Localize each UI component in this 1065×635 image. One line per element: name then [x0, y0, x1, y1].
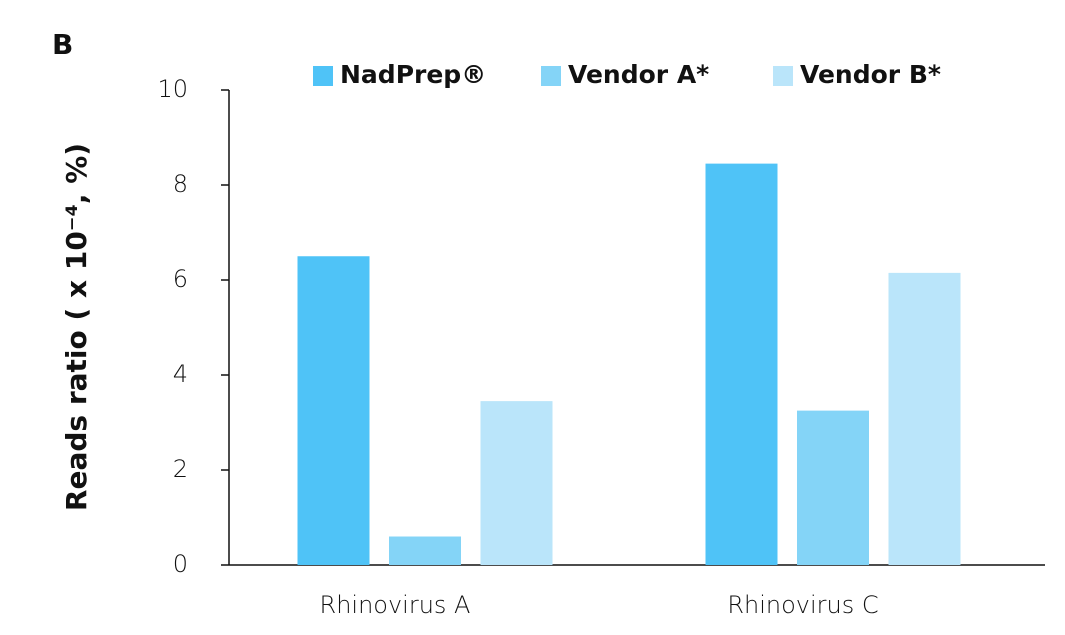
y-tick-label: 8 — [173, 170, 188, 198]
bar — [705, 163, 778, 565]
bar — [797, 410, 869, 565]
y-tick-label: 4 — [173, 360, 188, 388]
legend-swatch — [773, 66, 793, 86]
y-tick-label: 0 — [173, 550, 188, 578]
bar — [888, 272, 961, 565]
x-tick-label: Rhinovirus A — [320, 591, 471, 619]
x-tick-label: Rhinovirus C — [727, 591, 878, 619]
y-tick-label: 2 — [173, 455, 188, 483]
y-tick-label: 10 — [157, 75, 188, 103]
bar — [297, 256, 370, 565]
y-axis-label: Reads ratio ( x 10⁻⁴, %) — [60, 143, 93, 511]
y-tick-label: 6 — [173, 265, 188, 293]
legend-label: Vendor A* — [568, 60, 709, 89]
legend-swatch — [541, 66, 561, 86]
legend-label: Vendor B* — [800, 60, 941, 89]
bar — [480, 401, 553, 565]
bar — [389, 536, 461, 565]
legend-swatch — [313, 66, 333, 86]
legend-label: NadPrep® — [340, 60, 486, 89]
panel-label: B — [52, 28, 73, 61]
